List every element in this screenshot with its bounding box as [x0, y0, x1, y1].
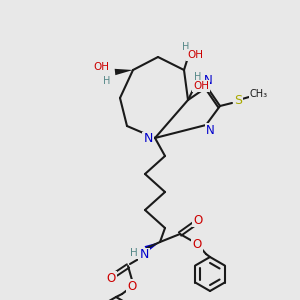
Text: OH: OH — [193, 81, 209, 91]
Text: S: S — [234, 94, 242, 107]
Text: H: H — [182, 42, 190, 52]
Text: OH: OH — [187, 50, 203, 60]
Polygon shape — [115, 69, 133, 75]
Text: N: N — [204, 74, 212, 88]
Text: N: N — [139, 248, 149, 262]
Text: N: N — [206, 124, 214, 136]
Text: O: O — [194, 214, 202, 226]
Text: CH₃: CH₃ — [250, 89, 268, 99]
Text: N: N — [143, 133, 153, 146]
Polygon shape — [145, 242, 160, 252]
Text: O: O — [128, 280, 136, 292]
Text: H: H — [130, 248, 138, 258]
Text: O: O — [106, 272, 116, 284]
Text: OH: OH — [93, 62, 109, 72]
Text: H: H — [103, 76, 111, 86]
Text: O: O — [192, 238, 202, 251]
Text: H: H — [194, 72, 202, 82]
